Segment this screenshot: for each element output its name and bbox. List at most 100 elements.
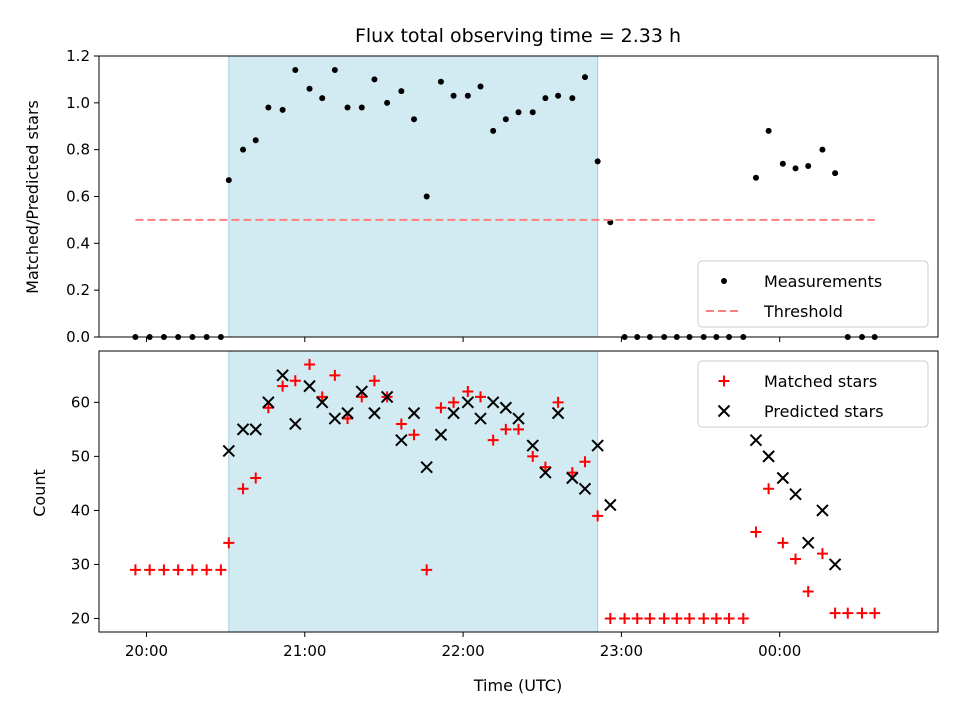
- top-y-tick-label: 1.0: [66, 94, 90, 112]
- bottom-shaded-band: [228, 350, 599, 633]
- matched-star-point: [316, 391, 328, 403]
- bottom-panel: 20 30 40 50 60 20:00 21:00 22:00 23:00 00:00 Match…: [71, 350, 939, 660]
- top-y-tick-label: 0.6: [66, 188, 90, 206]
- predicted-star-point: [420, 460, 433, 474]
- matched-star-point: [487, 434, 499, 446]
- predicted-star-point: [447, 406, 460, 420]
- matched-star-point: [356, 391, 368, 403]
- matched-star-point: [500, 423, 512, 435]
- top-y-axis-label: Matched/Predicted stars: [23, 100, 42, 294]
- matched-star-point: [829, 607, 841, 619]
- legend-box: [697, 360, 929, 428]
- predicted-star-point: [289, 417, 302, 431]
- matched-star-point: [250, 472, 262, 484]
- measurement-point: [832, 170, 839, 177]
- matched-star-point: [869, 607, 881, 619]
- matched-star-point: [158, 564, 170, 576]
- matched-star-point: [566, 467, 578, 479]
- measurement-point: [252, 137, 259, 144]
- measurement-point: [398, 88, 405, 95]
- measurement-point: [464, 92, 471, 99]
- matched-star-point: [304, 359, 316, 371]
- top-y-tick-label: 0.2: [66, 281, 90, 299]
- matched-star-point: [552, 396, 564, 408]
- bottom-y-axis-label: Count: [30, 469, 49, 517]
- matched-star-point: [186, 564, 198, 576]
- predicted-star-point: [355, 385, 368, 398]
- measurement-point: [331, 67, 338, 74]
- measurement-point: [265, 104, 272, 111]
- matched-star-point: [421, 564, 433, 576]
- legend-label: Matched stars: [764, 372, 877, 391]
- matched-star-point: [527, 450, 539, 462]
- predicted-star-point: [566, 471, 579, 485]
- measurement-point: [792, 165, 799, 172]
- measurement-point: [292, 67, 299, 74]
- measurement-point: [240, 146, 247, 153]
- matched-star-point: [129, 564, 141, 576]
- measurement-point: [490, 127, 497, 134]
- predicted-star-point: [303, 379, 316, 393]
- measurement-point: [502, 116, 509, 123]
- matched-star-point: [856, 607, 868, 619]
- predicted-star-point: [236, 423, 250, 436]
- predicted-star-point: [789, 487, 802, 501]
- measurement-point: [306, 85, 313, 92]
- top-y-tick-label: 0.0: [66, 328, 90, 346]
- measurement-point: [225, 177, 232, 184]
- top-axes-frame: [98, 55, 939, 338]
- predicted-star-point: [341, 406, 354, 420]
- measurement-point: [819, 146, 826, 153]
- bottom-axes-frame: [98, 350, 939, 633]
- matched-star-point: [777, 537, 789, 549]
- x-axis-label: Time (UTC): [473, 676, 562, 695]
- bottom-y-tick-label: 60: [71, 393, 90, 411]
- predicted-star-point: [395, 433, 408, 447]
- measurement-point: [555, 92, 562, 99]
- matched-star-point: [342, 413, 354, 425]
- matched-star-point: [619, 612, 631, 624]
- matched-star-point: [723, 612, 735, 624]
- bottom-y-tick-label: 30: [71, 555, 90, 573]
- top-y-tick-label: 0.8: [66, 141, 90, 159]
- top-y-tick-label: 0.4: [66, 234, 90, 252]
- predicted-star-point: [315, 396, 329, 409]
- matched-star-point: [750, 526, 762, 538]
- measurement-point: [423, 193, 430, 200]
- matched-star-point: [237, 483, 249, 495]
- top-shaded-band: [228, 55, 599, 338]
- predicted-star-point: [461, 396, 475, 409]
- measurement-point: [450, 92, 457, 99]
- predicted-star-point: [526, 439, 539, 452]
- matched-star-point: [631, 612, 643, 624]
- measurement-point: [411, 116, 418, 123]
- matched-star-point: [408, 429, 420, 441]
- matched-star-point: [262, 402, 274, 414]
- measurement-point: [371, 76, 378, 83]
- predicted-star-point: [486, 396, 500, 409]
- predicted-star-point: [328, 412, 342, 425]
- top-series-measurements: [132, 67, 878, 340]
- legend-label: Threshold: [763, 302, 843, 321]
- measurement-point: [477, 83, 484, 90]
- measurement-point: [437, 78, 444, 85]
- matched-star-point: [215, 564, 227, 576]
- predicted-star-point: [368, 406, 381, 420]
- legend-marker-dot: [721, 278, 727, 284]
- matched-star-point: [223, 537, 235, 549]
- matched-star-point: [462, 386, 474, 398]
- legend-box: [697, 260, 929, 328]
- matched-star-point: [592, 510, 604, 522]
- legend-label: Measurements: [764, 272, 882, 291]
- matched-star-point: [644, 612, 656, 624]
- bottom-y-tick-label: 50: [71, 447, 90, 465]
- predicted-star-point: [551, 406, 565, 420]
- matched-star-point: [658, 612, 670, 624]
- predicted-star-point: [776, 471, 790, 485]
- predicted-star-point: [380, 390, 394, 404]
- x-tick-label: 00:00: [758, 642, 801, 660]
- chart-title: Flux total observing time = 2.33 h: [355, 25, 681, 47]
- predicted-star-point: [474, 412, 487, 425]
- x-tick-label: 23:00: [600, 642, 643, 660]
